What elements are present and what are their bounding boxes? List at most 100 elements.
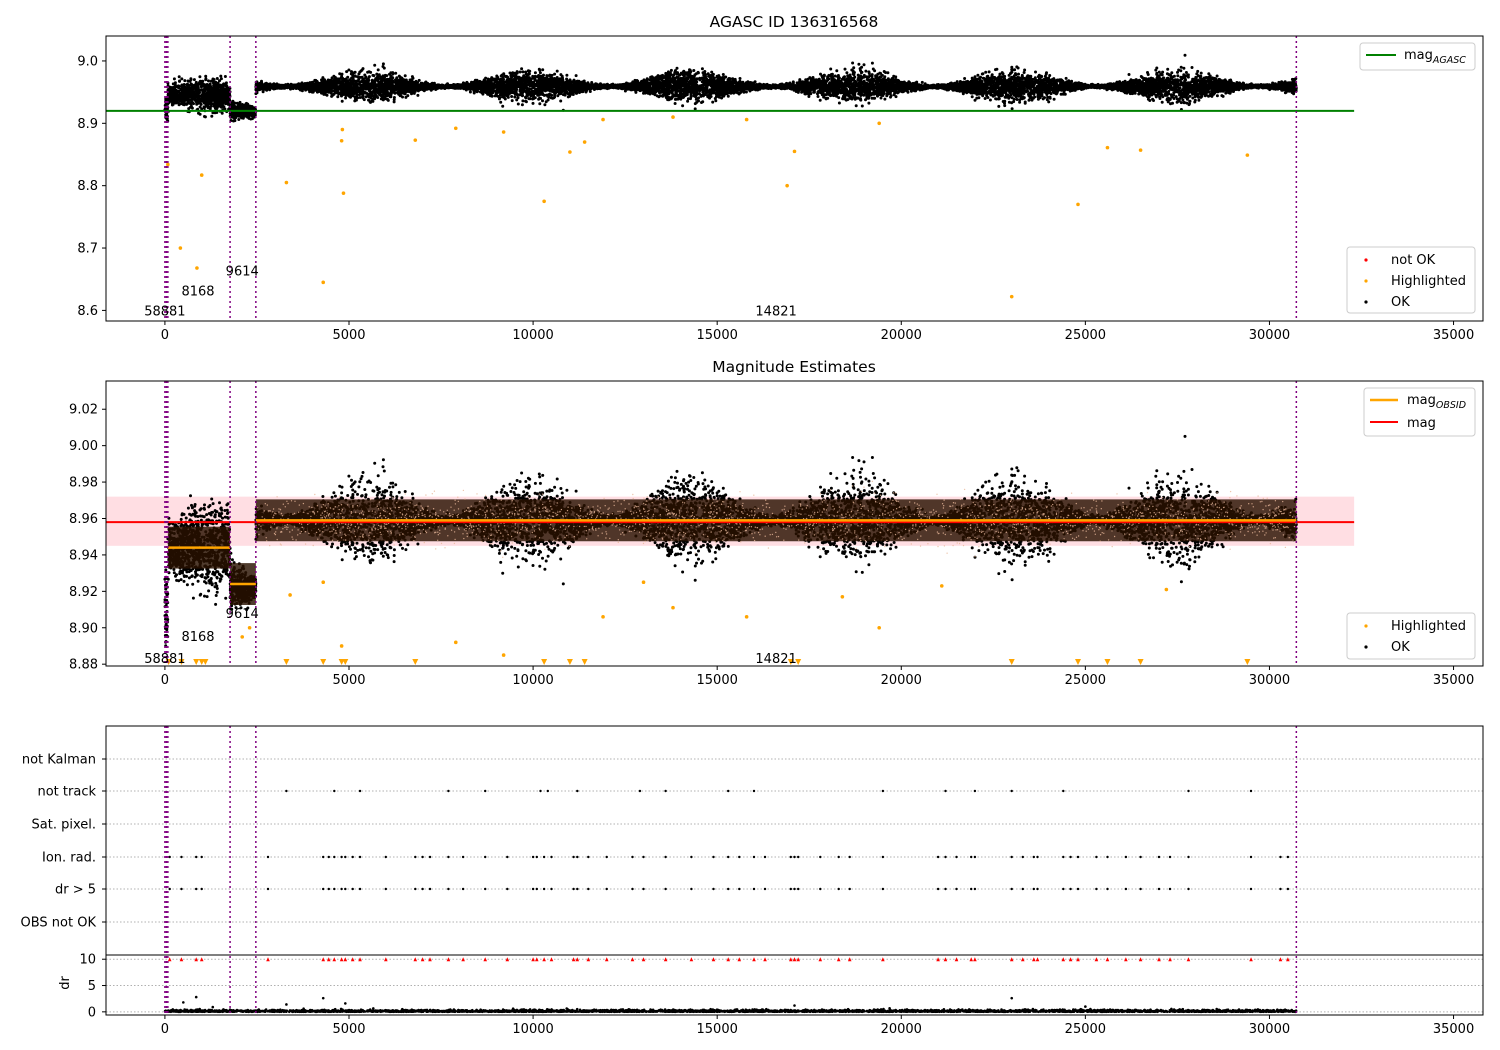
x-tick-label: 15000: [697, 1022, 738, 1037]
magnitude-panel: Magnitude Estimates 0 5000 10000 15000 20000…: [69, 358, 1484, 688]
dr-outlier: [321, 996, 325, 1000]
obsid-label: 8168: [181, 284, 214, 299]
dr-clipped-marker: [571, 957, 576, 962]
x-tick-label: 15000: [697, 328, 738, 343]
magnitude-plot-area: [106, 381, 1355, 666]
dr-clipped-marker: [936, 957, 940, 962]
legend-marker-highlighted: [1364, 279, 1368, 283]
flags-plot-area: [106, 726, 1483, 1015]
dr-clipped-marker: [1094, 957, 1099, 962]
y-tick-label: 8.7: [77, 242, 98, 257]
dr-clipped-marker: [796, 957, 800, 962]
y-tick-label: 8.8: [77, 179, 98, 194]
dr-clipped-marker: [1068, 957, 1073, 962]
dr-clipped-marker: [1124, 957, 1128, 962]
y-tick-label: 10: [79, 953, 96, 968]
highlighted-point: [671, 115, 675, 119]
x-tick-label: 10000: [512, 328, 553, 343]
dr-clipped-marker: [1138, 957, 1143, 962]
axes: 0 5000 10000 15000 20000 25000 30000 35000 8.6 8.…: [77, 54, 1474, 343]
dr-outlier: [793, 1004, 796, 1007]
dr-clipped-marker: [332, 957, 337, 962]
agasc-plot-area: [106, 36, 1355, 321]
axes-frame: [105, 725, 1484, 1016]
legend-marker-not-ok: [1364, 258, 1368, 262]
highlighted-point: [582, 140, 587, 144]
dr-outlier: [211, 1005, 215, 1009]
ok-points: [163, 53, 1298, 123]
dr-clipped-marker: [663, 957, 668, 962]
x-tick-label: 0: [161, 673, 169, 688]
dr-clipped-marker: [726, 957, 731, 962]
legend-label: OK: [1391, 295, 1410, 310]
dr-clipped-marker: [818, 957, 823, 962]
highlighted-point: [792, 149, 797, 154]
x-tick-label: 30000: [1249, 1022, 1290, 1037]
dr-clipped-marker: [575, 957, 580, 962]
obsid-label: 58881: [144, 652, 185, 667]
dr-outlier: [1084, 1005, 1087, 1008]
legend-label: not OK: [1391, 253, 1436, 268]
dr-clipped-marker: [1186, 957, 1191, 962]
clipped-marker: [342, 659, 349, 665]
dr-clipped-marker: [420, 957, 425, 962]
dr-clipped-marker: [549, 957, 554, 962]
dr-clipped-marker: [199, 957, 204, 962]
highlighted-point: [413, 138, 418, 142]
obsid-label: 14821: [755, 304, 796, 319]
legend-mag: magOBSID mag: [1363, 387, 1476, 437]
highlighted-point: [744, 117, 749, 122]
highlighted-point: [178, 246, 183, 250]
x-tick-label: 20000: [881, 328, 922, 343]
legend-label: magAGASC: [1404, 48, 1466, 66]
dr-outlier: [182, 1001, 185, 1004]
legend-status: not OK Highlighted OK: [1346, 246, 1476, 314]
dr-clipped-marker: [266, 957, 270, 962]
x-tick-label: 5000: [332, 328, 365, 343]
agasc-panel: AGASC ID 136316568 0 5000 10000 15000 20000 2…: [77, 13, 1484, 343]
dr-clipped-marker: [505, 957, 510, 962]
dr-clipped-marker: [194, 957, 199, 962]
obsid-label: 8168: [181, 630, 214, 645]
x-tick-label: 5000: [332, 1022, 365, 1037]
highlighted-point: [785, 183, 789, 188]
highlighted-point: [1076, 202, 1080, 207]
highlighted-point: [1138, 148, 1143, 152]
x-tick-label: 30000: [1249, 328, 1290, 343]
clipped-marker: [202, 659, 209, 665]
dr-clipped-marker: [689, 957, 694, 962]
highlighted-point: [1009, 294, 1014, 299]
legend-label-main: mag: [1407, 393, 1436, 408]
dr-clipped-marker: [1105, 957, 1110, 962]
highlighted-point: [321, 280, 326, 285]
clipped-marker: [193, 659, 200, 665]
y-tick-label: 8.88: [69, 658, 98, 673]
dr-clipped-marker: [413, 957, 418, 962]
dr-outlier: [344, 1002, 347, 1005]
clipped-marker: [1075, 659, 1081, 665]
highlighted-point: [453, 126, 458, 131]
dr-clipped-marker: [358, 957, 362, 962]
dr-clipped-marker: [1076, 957, 1080, 962]
legend-label: mag: [1407, 416, 1436, 431]
highlighted-point: [501, 653, 506, 657]
x-tick-label: 25000: [1065, 673, 1106, 688]
dr-clipped-marker: [789, 957, 793, 962]
dr-clipped-marker: [1032, 957, 1036, 962]
highlighted-point: [284, 180, 289, 185]
highlighted-point: [542, 199, 546, 204]
clipped-marker: [795, 659, 802, 665]
y-tick-label: 8.94: [69, 548, 98, 563]
dr-clipped-marker: [973, 957, 977, 962]
highlighted-point: [340, 127, 345, 132]
clipped-marker: [320, 659, 327, 665]
x-tick-label: 35000: [1433, 328, 1474, 343]
dr-clipped-marker: [737, 957, 742, 962]
highlighted-point: [199, 173, 204, 177]
legend-box: [1359, 42, 1476, 71]
y-tick-label: 8.92: [69, 585, 98, 600]
y-tick-label: 8.90: [69, 621, 98, 636]
highlighted-point: [321, 580, 326, 585]
y-tick-label: 8.96: [69, 512, 98, 527]
